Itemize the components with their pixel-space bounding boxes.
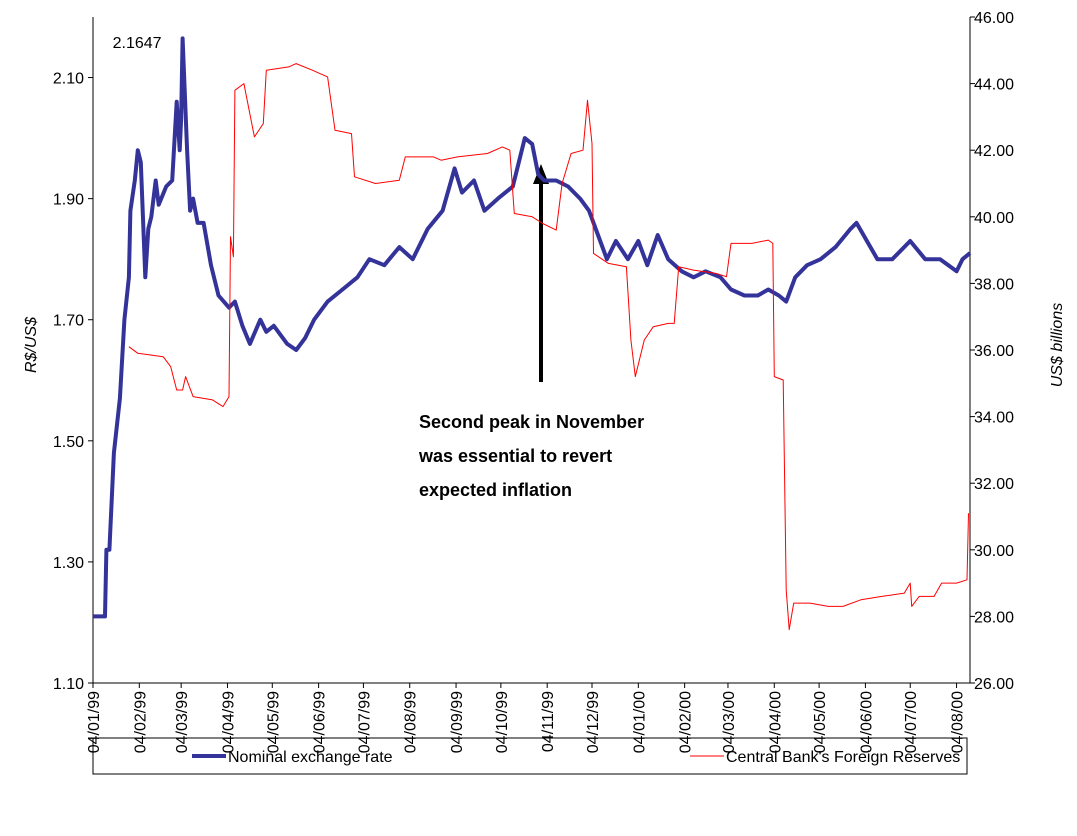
x-tick-label: 04/07/00 (903, 691, 920, 753)
y2-tick-label: 36.00 (974, 343, 1014, 360)
y-tick-label: 2.10 (53, 71, 84, 88)
x-tick-label: 04/03/00 (721, 691, 738, 753)
y2-tick-label: 34.00 (974, 410, 1014, 427)
y2-tick-label: 30.00 (974, 543, 1014, 560)
y2-tick-label: 38.00 (974, 276, 1014, 293)
y-tick-label: 1.90 (53, 192, 84, 209)
y2-axis-label: US$ billions (1049, 303, 1066, 387)
annotation: was essential to revert (418, 446, 612, 466)
x-tick-label: 04/06/99 (312, 691, 329, 753)
y2-tick-label: 28.00 (974, 609, 1014, 626)
y2-tick-label: 44.00 (974, 77, 1014, 94)
x-tick-label: 04/06/00 (858, 691, 875, 753)
x-tick-label: 04/04/00 (767, 691, 784, 753)
y2-tick-label: 26.00 (974, 676, 1014, 693)
y-tick-label: 1.70 (53, 313, 84, 330)
annotation: expected inflation (419, 480, 572, 500)
legend-box (92, 737, 968, 775)
x-tick-label: 04/07/99 (356, 691, 373, 753)
x-tick-label: 04/08/99 (403, 691, 420, 753)
x-tick-label: 04/03/99 (174, 691, 191, 753)
y2-tick-label: 42.00 (974, 143, 1014, 160)
y-tick-label: 1.10 (53, 676, 84, 693)
x-tick-label: 04/01/99 (86, 691, 103, 753)
x-tick-label: 04/08/00 (950, 691, 967, 753)
x-tick-label: 04/12/99 (585, 691, 602, 753)
y2-tick-label: 46.00 (974, 10, 1014, 27)
x-tick-label: 04/04/99 (220, 691, 237, 753)
legend-label: Central Bank's Foreign Reserves (726, 749, 960, 766)
peak-label: 2.1647 (113, 35, 162, 52)
y2-tick-label: 40.00 (974, 210, 1014, 227)
x-tick-label: 04/10/99 (494, 691, 511, 753)
x-tick-label: 04/02/99 (132, 691, 149, 753)
y-tick-label: 1.50 (53, 434, 84, 451)
series-line (128, 63, 969, 631)
y-axis-label: R$/US$ (23, 316, 40, 373)
x-tick-label: 04/05/00 (812, 691, 829, 753)
y-tick-label: 1.30 (53, 555, 84, 572)
x-tick-label: 04/01/00 (631, 691, 648, 753)
legend-label: Nominal exchange rate (228, 749, 393, 766)
y2-tick-label: 32.00 (974, 476, 1014, 493)
x-tick-label: 04/05/99 (265, 691, 282, 753)
annotation: Second peak in November (419, 412, 644, 432)
x-tick-label: 04/11/99 (540, 691, 557, 752)
series-line (93, 36, 972, 619)
x-tick-label: 04/02/00 (678, 691, 695, 753)
x-tick-label: 04/09/99 (449, 691, 466, 753)
